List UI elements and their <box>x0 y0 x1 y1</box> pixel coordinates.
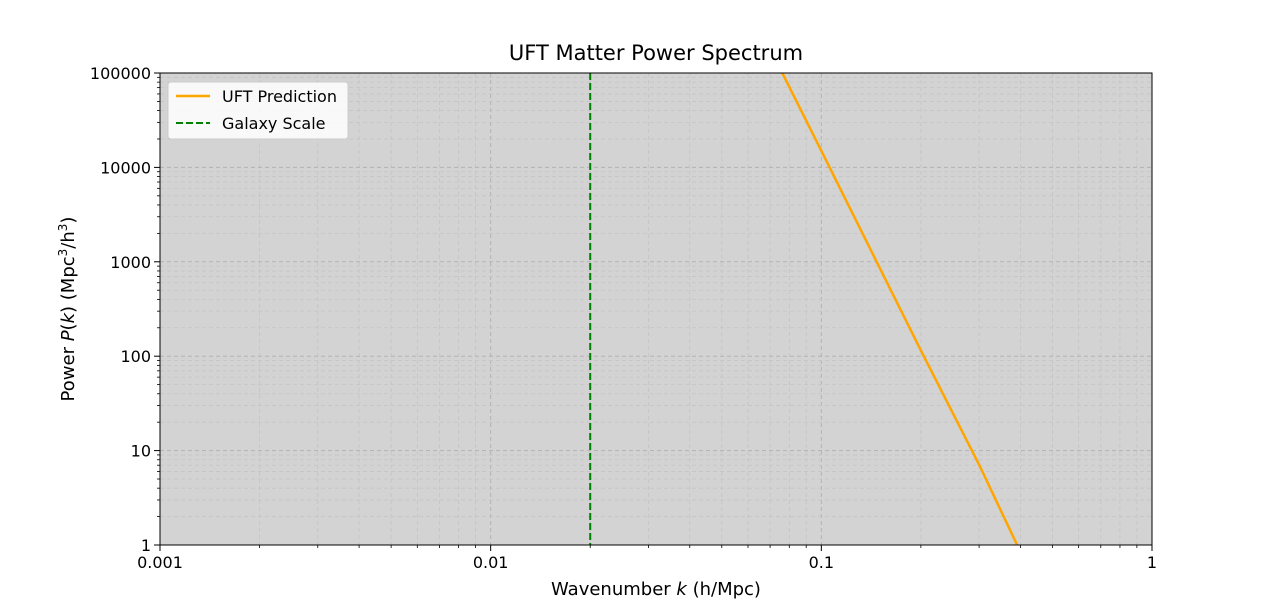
y-axis-label-open: ( <box>58 323 79 330</box>
y-tick-label: 1000 <box>110 253 151 272</box>
y-axis-label-unit-mid: /h <box>58 231 79 248</box>
x-axis-label-prefix: Wavenumber <box>551 579 676 600</box>
series-layer <box>589 73 1019 545</box>
y-tick-label: 1 <box>141 536 151 555</box>
axis-ticks: 0.001 0.01 0.1 1 1 10 100 1000 10000 100000 <box>90 64 1157 572</box>
x-tick-label: 0.001 <box>137 553 183 572</box>
plot-frame <box>159 72 1153 546</box>
y-tick-label: 10000 <box>100 158 151 177</box>
chart-title: UFT Matter Power Spectrum <box>509 41 803 65</box>
y-axis-label-unit-pre: (Mpc <box>58 256 79 306</box>
y-axis-label-var: P <box>58 330 79 341</box>
y-tick-label: 10 <box>131 442 151 461</box>
legend: UFT Prediction Galaxy Scale <box>167 81 349 140</box>
x-axis-label: Wavenumber k (h/Mpc) <box>551 579 761 600</box>
legend-box <box>167 81 349 140</box>
legend-label-galaxy-scale: Galaxy Scale <box>222 114 326 133</box>
x-tick-label: 1 <box>1147 553 1157 572</box>
y-axis-label-var2: k <box>58 311 79 323</box>
y-tick-label: 100 <box>120 347 151 366</box>
plot-area <box>160 73 1152 545</box>
x-tick-label: 0.01 <box>473 553 509 572</box>
y-axis-label: Power P(k) (Mpc3/h3) <box>56 217 79 402</box>
x-tick-label: 0.1 <box>809 553 834 572</box>
x-axis-label-var: k <box>676 579 688 600</box>
y-axis-label-unit-post: ) <box>58 217 79 224</box>
grid-lines <box>159 73 1152 546</box>
y-axis-label-close: ) <box>58 306 79 313</box>
y-axis-label-prefix: Power <box>58 341 79 401</box>
series-line-uft-prediction <box>781 73 1019 545</box>
y-axis-label-exp1: 3 <box>56 249 70 257</box>
legend-label-uft-prediction: UFT Prediction <box>222 87 337 106</box>
y-tick-label: 100000 <box>90 64 151 83</box>
y-axis-label-exp2: 3 <box>56 224 70 232</box>
x-axis-label-suffix: (h/Mpc) <box>687 579 761 600</box>
